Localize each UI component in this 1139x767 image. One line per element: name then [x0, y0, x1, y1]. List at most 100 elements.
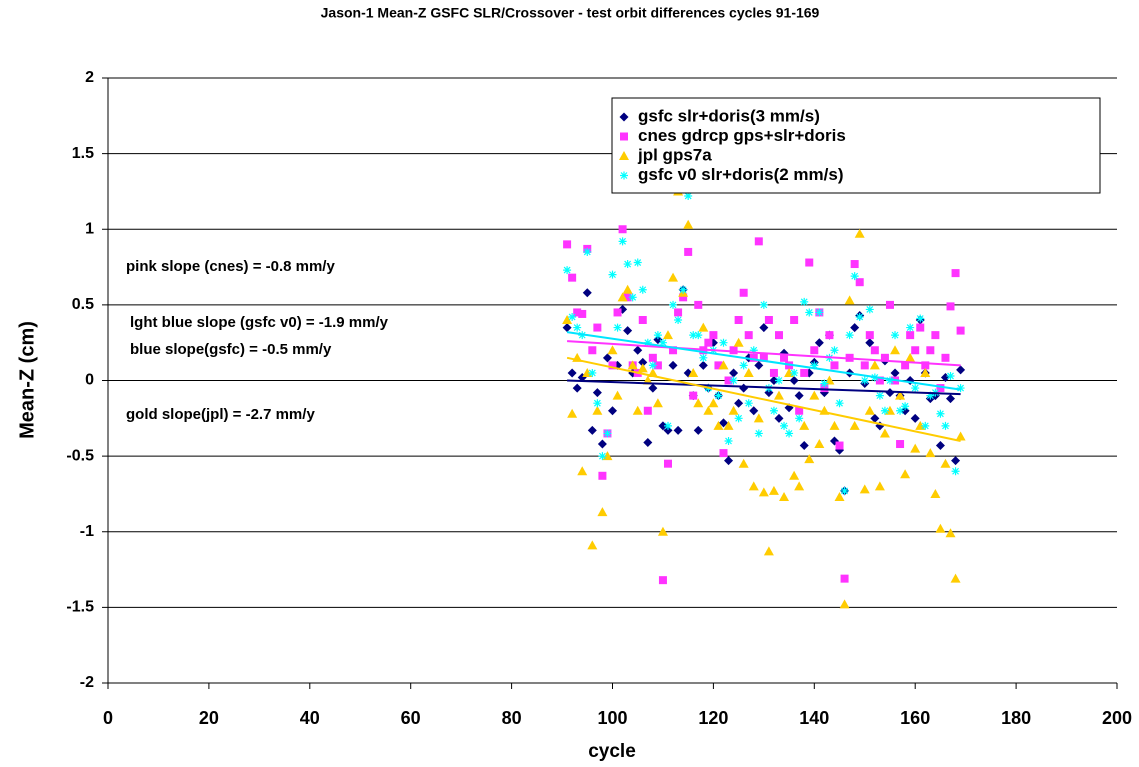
- diamond-marker: [587, 425, 597, 435]
- asterisk-marker: [810, 361, 819, 370]
- asterisk-marker: [865, 305, 874, 314]
- square-marker: [658, 576, 667, 585]
- asterisk-marker: [679, 285, 688, 294]
- diamond-marker: [693, 425, 703, 435]
- square-marker: [674, 308, 683, 317]
- square-marker: [810, 346, 819, 355]
- triangle-marker: [577, 466, 588, 476]
- diamond-marker: [910, 413, 920, 423]
- triangle-marker: [688, 367, 699, 377]
- x-tick-label: 100: [597, 708, 627, 728]
- x-tick-label: 60: [401, 708, 421, 728]
- legend-label: cnes gdrcp gps+slr+doris: [638, 126, 846, 145]
- triangle-marker: [562, 315, 573, 324]
- square-marker: [780, 353, 789, 362]
- asterisk-marker: [835, 399, 844, 408]
- diamond-marker: [643, 438, 653, 448]
- square-marker: [825, 331, 834, 340]
- diamond-marker: [668, 360, 678, 370]
- asterisk-marker: [734, 414, 743, 423]
- square-marker: [870, 346, 879, 355]
- asterisk-marker: [613, 323, 622, 332]
- square-marker: [774, 331, 783, 340]
- asterisk-marker: [603, 429, 612, 438]
- asterisk-marker: [633, 258, 642, 267]
- x-tick-label: 180: [1001, 708, 1031, 728]
- y-tick-label: -1: [80, 523, 94, 540]
- square-marker: [689, 391, 698, 400]
- diamond-marker: [638, 357, 648, 367]
- asterisk-marker: [638, 285, 647, 294]
- triangle-marker: [619, 151, 629, 160]
- asterisk-marker: [568, 312, 577, 321]
- square-marker: [613, 308, 622, 317]
- annotation: pink slope (cnes) = -0.8 mm/y: [126, 258, 335, 275]
- diamond-marker: [592, 388, 602, 398]
- triangle-marker: [930, 488, 941, 498]
- annotation: blue slope(gsfc) = -0.5 mm/y: [130, 341, 332, 358]
- asterisk-marker: [628, 293, 637, 302]
- triangle-marker: [627, 360, 638, 370]
- square-marker: [885, 300, 894, 309]
- diamond-marker: [799, 441, 809, 451]
- legend-box: [611, 97, 1101, 194]
- legend-label: gsfc v0 slr+doris(2 mm/s): [638, 165, 844, 184]
- square-marker: [704, 338, 713, 347]
- triangle-marker: [592, 405, 603, 415]
- triangle-marker: [945, 528, 956, 538]
- y-axis-label: Mean-Z (cm): [16, 321, 38, 439]
- asterisk-marker: [689, 331, 698, 340]
- asterisk-marker: [759, 300, 768, 309]
- diamond-marker: [582, 288, 592, 298]
- triangle-marker: [839, 599, 850, 609]
- square-marker: [588, 346, 597, 355]
- asterisk-marker: [653, 331, 662, 340]
- square-marker: [769, 368, 778, 377]
- diamond-marker: [789, 376, 799, 385]
- legend: gsfc slr+doris(3 mm/s)cnes gdrcp gps+slr…: [611, 97, 1101, 194]
- triangle-marker: [703, 405, 714, 415]
- asterisk-marker: [956, 384, 965, 393]
- triangle-marker: [809, 390, 820, 400]
- triangle-marker: [622, 284, 633, 294]
- diamond-marker: [608, 406, 617, 416]
- legend-label: gsfc slr+doris(3 mm/s): [638, 106, 820, 125]
- square-marker: [648, 353, 657, 362]
- square-marker: [865, 331, 874, 340]
- asterisk-marker: [941, 421, 950, 430]
- diamond-marker: [562, 323, 572, 333]
- x-tick-label: 160: [900, 708, 930, 728]
- asterisk-marker: [739, 361, 748, 370]
- triangle-marker: [844, 295, 855, 305]
- diamond-marker: [698, 360, 708, 370]
- square-marker: [956, 326, 965, 335]
- triangle-marker: [698, 322, 709, 332]
- square-marker: [911, 346, 920, 355]
- square-marker: [568, 273, 577, 282]
- square-marker: [578, 309, 587, 318]
- asterisk-marker: [855, 312, 864, 321]
- diamond-marker: [739, 383, 749, 393]
- asterisk-marker: [658, 338, 667, 347]
- asterisk-marker: [885, 376, 894, 385]
- triangle-marker: [723, 420, 734, 430]
- square-marker: [941, 353, 950, 362]
- asterisk-marker: [719, 338, 728, 347]
- asterisk-marker: [916, 314, 925, 323]
- square-marker: [906, 331, 915, 340]
- asterisk-marker: [850, 272, 859, 281]
- asterisk-marker: [754, 429, 763, 438]
- diamond-marker: [935, 441, 945, 451]
- triangle-marker: [869, 360, 880, 370]
- square-marker: [709, 331, 718, 340]
- diamond-marker: [633, 345, 643, 355]
- square-marker: [663, 459, 672, 468]
- asterisk-marker: [926, 391, 935, 400]
- triangle-marker: [849, 420, 860, 430]
- diamond-marker: [951, 456, 961, 466]
- square-marker: [734, 316, 743, 324]
- asterisk-marker: [618, 237, 627, 246]
- triangle-marker: [753, 413, 764, 423]
- y-tick-label: -0.5: [66, 447, 94, 464]
- square-marker: [855, 278, 864, 287]
